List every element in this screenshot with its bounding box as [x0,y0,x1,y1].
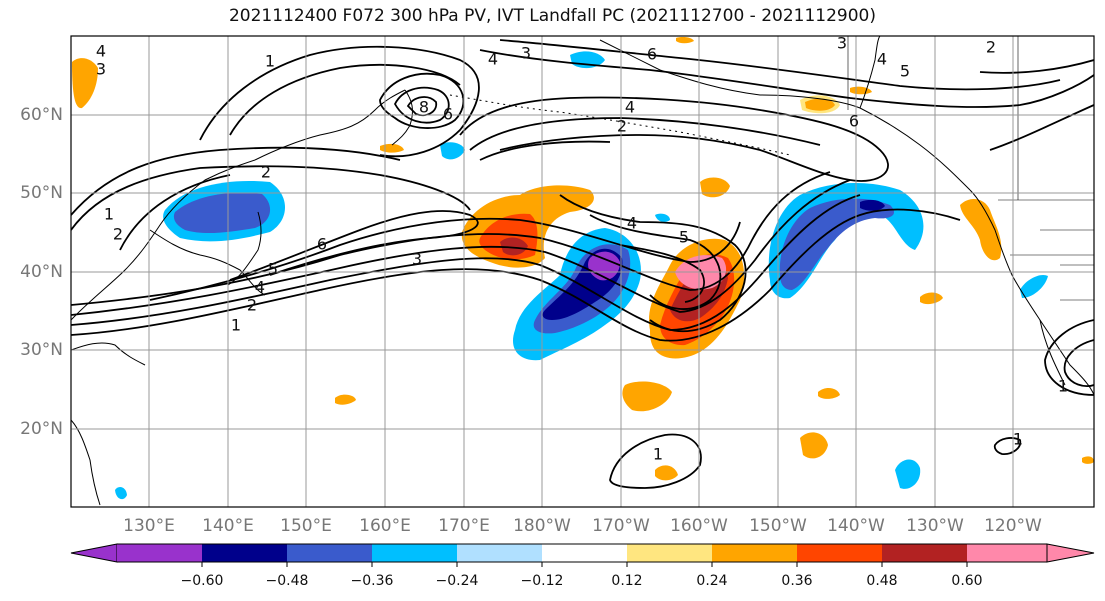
lon-label: 160°E [359,516,411,536]
contour-label: 5 [900,62,910,81]
map-title: 2021112400 F072 300 hPa PV, IVT Landfall… [228,6,876,26]
contour-label: 3 [521,44,531,63]
lon-label: 130°E [123,516,175,536]
contour-label: 4 [627,214,637,233]
lat-label: 60°N [20,105,63,125]
contour-label: 4 [255,278,265,297]
gridlines [71,36,1094,507]
contour-label: 2 [986,38,996,57]
colorbar-segment [287,544,372,562]
colorbar-segment [797,544,882,562]
map-frame [70,35,1095,508]
contour-label: 1 [653,445,663,464]
contour-label: 4 [877,50,887,69]
lat-label: 30°N [20,340,63,360]
colorbar-tick: −0.60 [181,573,224,589]
contour-label: 3 [412,250,422,269]
colorbar-tick: 0.48 [866,573,897,589]
colorbar-tick: 0.12 [611,573,642,589]
contour-label: 5 [679,228,689,247]
colorbar-tick: −0.12 [521,573,564,589]
colorbar-segment [202,544,287,562]
colorbar-extend-low [70,543,118,563]
lon-label: 170°E [438,516,490,536]
coastlines [71,36,1094,506]
contour-label: 4 [625,98,635,117]
contour-label: 1 [265,52,275,71]
lon-label: 120°W [984,516,1042,536]
lon-label: 180°W [513,516,571,536]
contour-label: 1 [1013,430,1023,449]
colorbar-tick: −0.36 [351,573,394,589]
contour-label: 6 [647,45,657,64]
lon-label: 150°E [280,516,332,536]
colorbar-segment [542,544,627,562]
lat-label: 50°N [20,183,63,203]
contour-label: 4 [96,42,106,61]
contour-label: 8 [419,98,429,117]
colorbar-segment [882,544,967,562]
colorbar-tick: −0.48 [266,573,309,589]
lon-label: 130°W [906,516,964,536]
longitude-labels: 130°E 140°E 150°E 160°E 170°E 180°W 170°… [123,516,1042,536]
contour-label: 6 [849,112,859,131]
contour-label: 2 [617,117,627,136]
contour-label: 2 [261,163,271,182]
contour-label: 2 [113,225,123,244]
contour-label: 5 [268,260,278,279]
lat-label: 20°N [20,419,63,439]
contour-label: 1 [104,205,114,224]
colorbar-tick: 0.36 [781,573,812,589]
colorbar-tick: 0.24 [696,573,727,589]
colorbar-extend-high [1046,543,1095,563]
colorbar-segment [627,544,712,562]
contour-labels: 4 3 1 3 4 6 3 2 4 5 8 6 4 2 6 2 1 2 6 3 … [96,34,1068,464]
lon-label: 170°W [592,516,650,536]
colorbar-segment [967,544,1047,562]
colorbar-segment [117,544,202,562]
colorbar-segment [712,544,797,562]
contour-label: 4 [488,50,498,69]
contour-label: 3 [837,34,847,53]
contour-label: 1 [1058,377,1068,396]
colorbar-segment [457,544,542,562]
colorbar-tick: −0.24 [436,573,479,589]
lon-label: 150°W [749,516,807,536]
contour-label: 6 [317,235,327,254]
contour-label: 1 [231,316,241,335]
lon-label: 140°W [827,516,885,536]
colorbar-tick: 0.60 [951,573,982,589]
contour-label: 6 [443,105,453,124]
colorbar-segment [372,544,457,562]
contour-label: 2 [247,296,257,315]
colorbar: −0.60 −0.48 −0.36 −0.24 −0.12 0.12 0.24 … [70,543,1095,589]
pv-contours [71,39,1094,489]
contour-label: 3 [96,60,106,79]
lat-label: 40°N [20,262,63,282]
ivt-shading [72,37,1094,500]
lon-label: 160°W [670,516,728,536]
lon-label: 140°E [202,516,254,536]
latitude-labels: 60°N 50°N 40°N 30°N 20°N [20,105,63,439]
